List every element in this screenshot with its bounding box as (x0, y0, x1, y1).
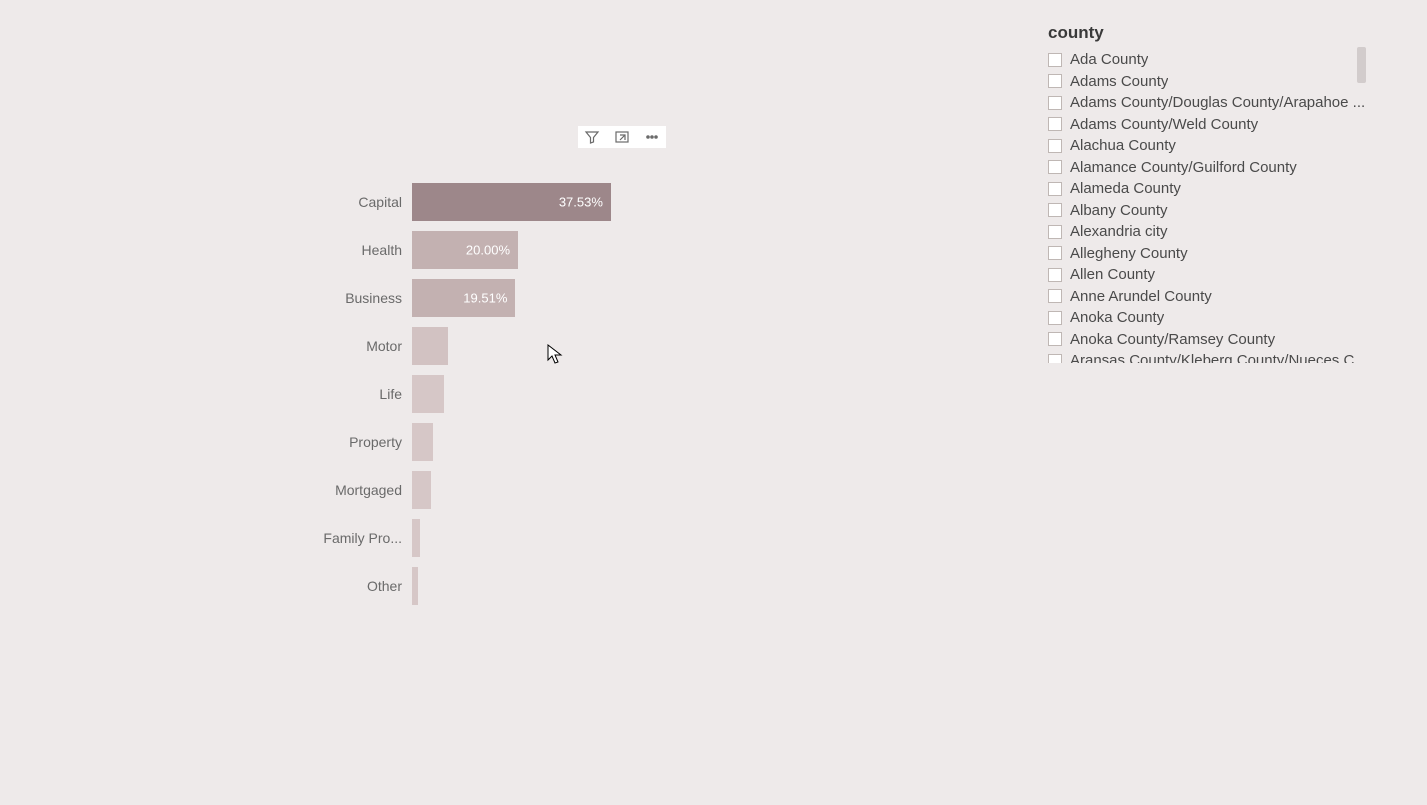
bar[interactable]: 19.51% (412, 279, 515, 317)
bar[interactable]: 37.53% (412, 183, 611, 221)
checkbox[interactable] (1048, 289, 1062, 303)
bar-fill (412, 519, 420, 557)
bar[interactable] (412, 471, 431, 509)
bar[interactable] (412, 327, 448, 365)
bar[interactable] (412, 375, 444, 413)
more-options-button[interactable] (638, 126, 666, 148)
chart-toolbar (578, 126, 666, 148)
slicer-item[interactable]: Adams County/Douglas County/Arapahoe ... (1048, 92, 1372, 114)
bar-chart: Capital 37.53% Health 20.00% Business 19.51% M… (0, 183, 611, 615)
slicer-item-label: Adams County/Douglas County/Arapahoe ... (1070, 94, 1365, 111)
checkbox[interactable] (1048, 354, 1062, 363)
bar[interactable]: 20.00% (412, 231, 518, 269)
category-label: Mortgaged (0, 482, 412, 498)
slicer-item[interactable]: Albany County (1048, 200, 1372, 222)
bar-fill (412, 327, 448, 365)
category-label: Life (0, 386, 412, 402)
slicer-item-label: Allen County (1070, 266, 1155, 283)
checkbox[interactable] (1048, 225, 1062, 239)
slicer-item-label: Albany County (1070, 202, 1168, 219)
slicer-item[interactable]: Anne Arundel County (1048, 286, 1372, 308)
slicer-item[interactable]: Allegheny County (1048, 243, 1372, 265)
checkbox[interactable] (1048, 332, 1062, 346)
checkbox[interactable] (1048, 311, 1062, 325)
slicer-item-label: Alamance County/Guilford County (1070, 159, 1297, 176)
checkbox[interactable] (1048, 53, 1062, 67)
slicer-item-label: Ada County (1070, 51, 1148, 68)
more-icon (644, 129, 660, 145)
slicer-item[interactable]: Adams County (1048, 71, 1372, 93)
focus-mode-icon (614, 129, 630, 145)
slicer-item[interactable]: Alameda County (1048, 178, 1372, 200)
chart-row: Property (0, 423, 611, 461)
filter-button[interactable] (578, 126, 606, 148)
slicer-item[interactable]: Alexandria city (1048, 221, 1372, 243)
slicer-item[interactable]: Anoka County (1048, 307, 1372, 329)
category-label: Other (0, 578, 412, 594)
slicer-item-label: Allegheny County (1070, 245, 1188, 262)
slicer-item-label: Anne Arundel County (1070, 288, 1212, 305)
value-label: 37.53% (559, 195, 603, 210)
checkbox[interactable] (1048, 268, 1062, 282)
slicer-item-label: Alachua County (1070, 137, 1176, 154)
slicer-item[interactable]: Anoka County/Ramsey County (1048, 329, 1372, 351)
chart-row: Business 19.51% (0, 279, 611, 317)
checkbox[interactable] (1048, 117, 1062, 131)
category-label: Family Pro... (0, 530, 412, 546)
slicer-item[interactable]: Adams County/Weld County (1048, 114, 1372, 136)
slicer-item[interactable]: Ada County (1048, 49, 1372, 71)
county-slicer: county Ada County Adams County Adams Count… (1048, 23, 1372, 363)
bar-fill (412, 567, 418, 605)
value-label: 20.00% (466, 243, 510, 258)
category-label: Business (0, 290, 412, 306)
chart-row: Health 20.00% (0, 231, 611, 269)
checkbox[interactable] (1048, 139, 1062, 153)
slicer-item-label: Adams County/Weld County (1070, 116, 1258, 133)
bar-fill (412, 375, 444, 413)
category-label: Property (0, 434, 412, 450)
checkbox[interactable] (1048, 96, 1062, 110)
chart-row: Family Pro... (0, 519, 611, 557)
bar-fill (412, 423, 433, 461)
funnel-icon (584, 129, 600, 145)
category-label: Health (0, 242, 412, 258)
slicer-item-label: Aransas County/Kleberg County/Nueces C..… (1070, 352, 1367, 363)
slicer-list[interactable]: Ada County Adams County Adams County/Dougl… (1048, 49, 1372, 363)
chart-row: Life (0, 375, 611, 413)
chart-row: Mortgaged (0, 471, 611, 509)
checkbox[interactable] (1048, 203, 1062, 217)
checkbox[interactable] (1048, 74, 1062, 88)
category-label: Motor (0, 338, 412, 354)
slicer-item-label: Anoka County (1070, 309, 1164, 326)
checkbox[interactable] (1048, 182, 1062, 196)
category-label: Capital (0, 194, 412, 210)
slicer-item[interactable]: Aransas County/Kleberg County/Nueces C..… (1048, 350, 1372, 363)
bar[interactable] (412, 567, 418, 605)
slicer-item[interactable]: Allen County (1048, 264, 1372, 286)
slicer-item[interactable]: Alamance County/Guilford County (1048, 157, 1372, 179)
focus-mode-button[interactable] (608, 126, 636, 148)
chart-row: Other (0, 567, 611, 605)
slicer-scrollbar[interactable] (1357, 47, 1366, 83)
slicer-item[interactable]: Alachua County (1048, 135, 1372, 157)
bar-fill (412, 471, 431, 509)
slicer-title: county (1048, 23, 1372, 43)
bar[interactable] (412, 519, 420, 557)
value-label: 19.51% (463, 291, 507, 306)
slicer-item-label: Alameda County (1070, 180, 1181, 197)
bar[interactable] (412, 423, 433, 461)
chart-row: Capital 37.53% (0, 183, 611, 221)
checkbox[interactable] (1048, 246, 1062, 260)
slicer-item-label: Anoka County/Ramsey County (1070, 331, 1275, 348)
slicer-item-label: Alexandria city (1070, 223, 1168, 240)
chart-row: Motor (0, 327, 611, 365)
checkbox[interactable] (1048, 160, 1062, 174)
slicer-item-label: Adams County (1070, 73, 1168, 90)
